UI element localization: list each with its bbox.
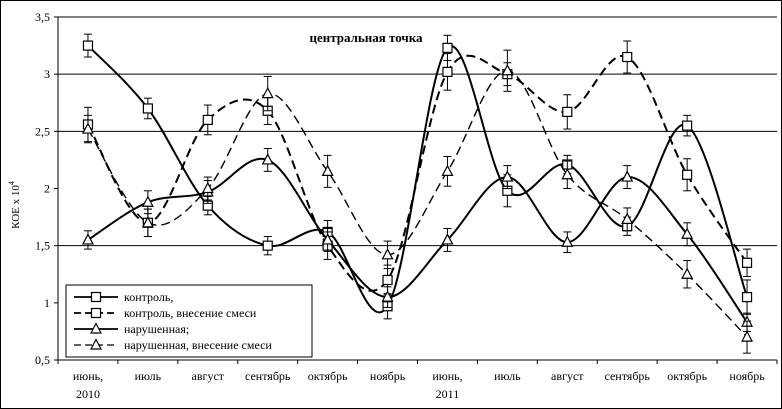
series-0-point-1 xyxy=(142,103,153,114)
series-2-point-6 xyxy=(441,233,454,245)
legend-swatch-marker-1 xyxy=(90,307,102,319)
series-0-point-11 xyxy=(741,292,753,303)
series-2-point-8 xyxy=(561,235,574,247)
series-3-point-8 xyxy=(561,167,574,180)
chart-title: центральная точка xyxy=(309,30,423,45)
series-2-point-0 xyxy=(81,233,94,245)
year-label-1: 2011 xyxy=(436,387,460,401)
series-2-point-7 xyxy=(501,170,514,182)
x-tick-label-9: сентябрь xyxy=(605,369,651,383)
series-2-point-3 xyxy=(261,153,274,165)
series-0-point-10 xyxy=(682,120,693,131)
series-3-point-6 xyxy=(441,164,454,176)
y-tick-label-2: 1,5 xyxy=(35,239,50,253)
y-axis-label-text: КОЕ х 10 xyxy=(10,185,22,229)
y-tick-label-0: 0,5 xyxy=(35,353,50,367)
series-3-point-10 xyxy=(681,267,694,279)
series-3-point-7 xyxy=(501,63,514,76)
series-0-point-6 xyxy=(442,42,453,53)
y-tick-label-6: 3,5 xyxy=(35,10,50,24)
series-0-point-0 xyxy=(82,40,94,51)
legend-swatch-marker-3 xyxy=(90,338,102,350)
x-tick-label-11: ноябрь xyxy=(729,369,765,383)
series-2-point-10 xyxy=(681,227,694,239)
x-tick-label-10: октябрь xyxy=(667,369,707,383)
y-tick-label-3: 2 xyxy=(44,182,50,196)
series-3-point-5 xyxy=(381,248,394,260)
x-tick-label-6: июнь, xyxy=(432,369,462,383)
legend: контроль, контроль, внесение смеси нарушен… xyxy=(65,284,313,358)
series-2-point-4 xyxy=(321,233,334,245)
series-3-point-0 xyxy=(81,122,94,134)
x-tick-label-8: август xyxy=(551,369,584,383)
series-1-point-2 xyxy=(202,114,213,126)
series-1-point-9 xyxy=(622,51,633,63)
year-label-0: 2010 xyxy=(76,387,100,401)
legend-label-0: контроль, xyxy=(124,290,173,304)
series-3 xyxy=(81,49,754,354)
legend-label-3: нарушенная, внесение смеси xyxy=(124,338,272,352)
series-0-point-3 xyxy=(262,240,273,251)
y-tick-label-5: 3 xyxy=(44,67,50,81)
y-tick-label-1: 1 xyxy=(44,296,50,310)
x-tick-label-0: июнь, xyxy=(73,369,103,383)
series-2-point-9 xyxy=(621,170,634,182)
legend-label-2: нарушенная; xyxy=(124,322,189,336)
series-1-point-10 xyxy=(682,169,693,180)
series-3-point-11 xyxy=(741,330,754,342)
y-tick-label-4: 2,5 xyxy=(35,124,50,138)
x-tick-label-4: октябрь xyxy=(308,369,348,383)
series-2-point-5 xyxy=(381,290,394,302)
series-1-point-11 xyxy=(741,257,753,268)
x-tick-label-5: ноябрь xyxy=(370,369,406,383)
series-3-point-4 xyxy=(321,164,334,176)
x-tick-label-2: август xyxy=(192,369,225,383)
series-layer xyxy=(81,33,754,354)
legend-label-1: контроль, внесение смеси xyxy=(124,306,257,320)
series-2-point-1 xyxy=(141,195,154,207)
series-3-point-9 xyxy=(621,212,634,224)
x-tick-label-1: июль xyxy=(135,369,162,383)
series-1-point-6 xyxy=(442,66,453,77)
series-1-line xyxy=(87,54,748,292)
legend-swatch-marker-0 xyxy=(90,291,102,303)
series-1-point-5 xyxy=(382,274,393,286)
series-1-point-8 xyxy=(562,106,573,117)
axes: 0,5 1 1,5 2 2,5 3 3,5 июнь, июль август сентябрь ок… xyxy=(35,10,778,401)
x-tick-label-7: июль xyxy=(494,369,521,383)
series-3-point-3 xyxy=(261,86,274,99)
series-3-point-1 xyxy=(141,216,154,228)
legend-swatch-marker-2 xyxy=(90,322,102,334)
x-tick-label-3: сентябрь xyxy=(245,369,291,383)
y-axis-label: КОЕ х 104 xyxy=(7,181,22,229)
series-3-point-2 xyxy=(201,181,214,194)
y-axis-label-superscript: 4 xyxy=(7,181,16,185)
